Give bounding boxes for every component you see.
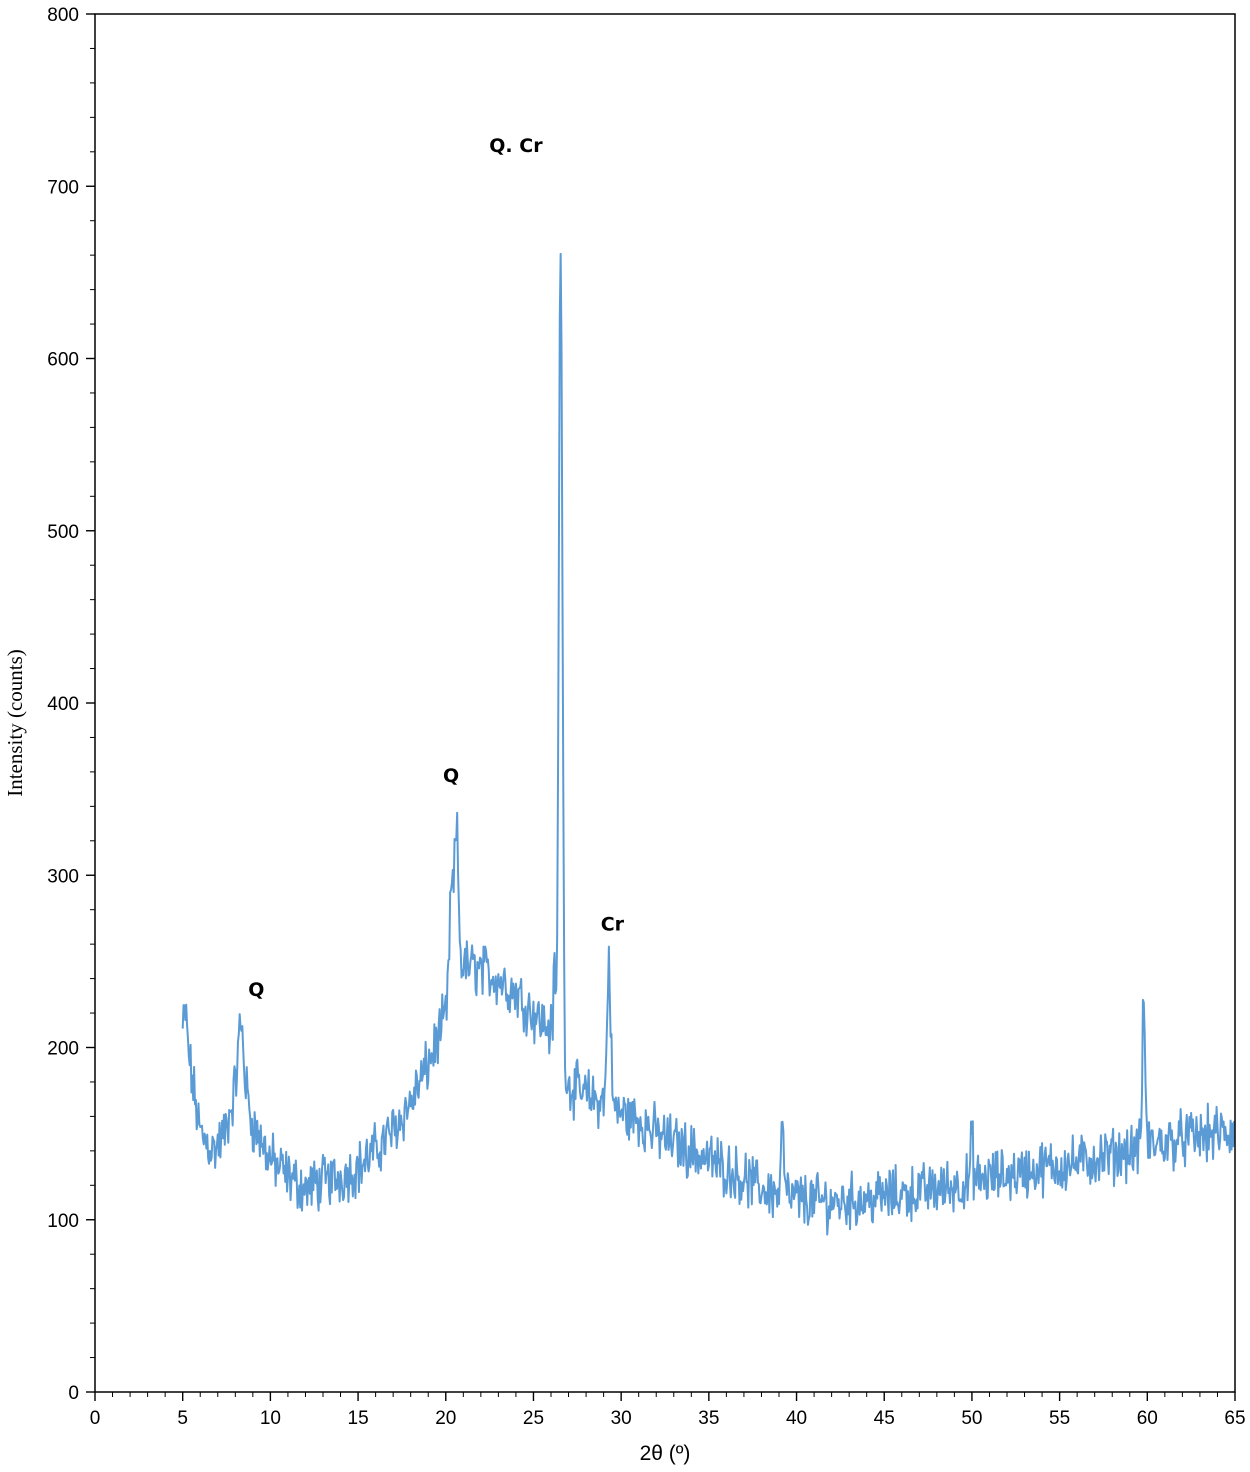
x-tick-label: 0: [90, 1408, 101, 1429]
major-ticks: [86, 13, 1236, 1401]
peak-label: Cr: [601, 913, 625, 935]
y-tick-label: 0: [68, 1383, 79, 1404]
y-tick-label: 500: [47, 522, 79, 543]
y-tick-label: 400: [47, 694, 79, 715]
x-tick-label: 45: [874, 1408, 895, 1429]
minor-ticks: [90, 47, 1218, 1397]
y-tick-label: 300: [47, 866, 79, 887]
x-tick-label: 25: [523, 1408, 544, 1429]
x-tick-label: 40: [786, 1408, 807, 1429]
x-tick-label: 30: [611, 1408, 632, 1429]
x-tick-label: 55: [1049, 1408, 1070, 1429]
x-tick-labels: 0 5 10 15 20 25 30 35 40 45 50 55 60 65: [90, 1408, 1246, 1429]
y-tick-label: 100: [47, 1211, 79, 1232]
peak-label: Q: [248, 979, 264, 1001]
x-tick-label: 50: [961, 1408, 982, 1429]
y-tick-label: 700: [47, 177, 79, 198]
peak-annotations: Q Q Q. Cr Cr: [248, 135, 624, 1001]
y-axis-title: Intensity (counts): [3, 649, 27, 797]
x-tick-label: 20: [435, 1408, 456, 1429]
y-tick-label: 800: [47, 5, 79, 26]
peak-label: Q. Cr: [489, 135, 543, 157]
x-tick-label: 65: [1224, 1408, 1245, 1429]
x-axis-title: 2θ (º): [640, 1442, 691, 1465]
y-tick-labels: 0 100 200 300 400 500 600 700 800: [47, 5, 79, 1404]
x-tick-label: 5: [177, 1408, 188, 1429]
y-tick-label: 600: [47, 350, 79, 371]
x-tick-label: 15: [348, 1408, 369, 1429]
series-layer: [181, 252, 1236, 1236]
y-tick-label: 200: [47, 1039, 79, 1060]
x-tick-label: 35: [698, 1408, 719, 1429]
peak-label: Q: [443, 765, 459, 787]
x-tick-label: 60: [1137, 1408, 1158, 1429]
x-tick-label: 10: [260, 1408, 281, 1429]
xrd-series-line: [181, 252, 1236, 1236]
